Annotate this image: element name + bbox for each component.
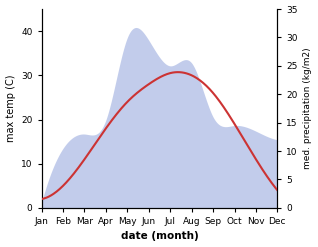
X-axis label: date (month): date (month)	[121, 231, 198, 242]
Y-axis label: max temp (C): max temp (C)	[5, 75, 16, 142]
Y-axis label: med. precipitation (kg/m2): med. precipitation (kg/m2)	[303, 48, 313, 169]
